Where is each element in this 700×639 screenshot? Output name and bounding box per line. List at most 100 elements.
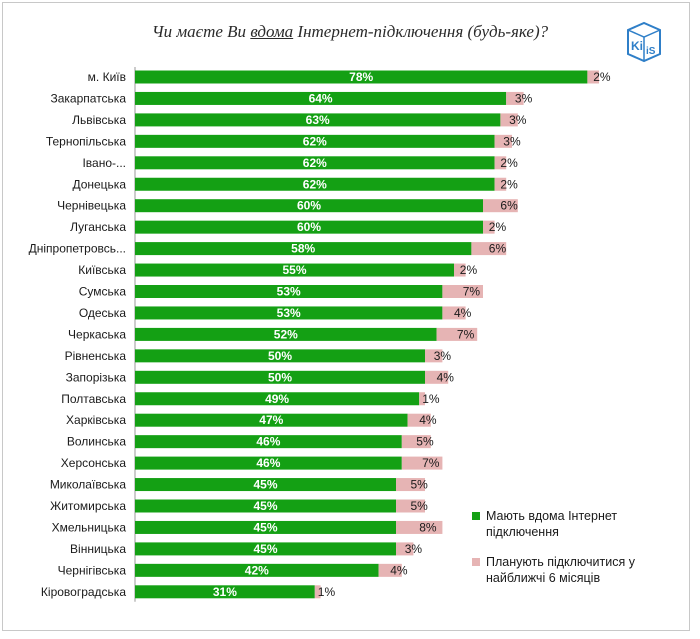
data-label-plan-to-connect: 5% xyxy=(411,499,429,513)
legend-swatch-green xyxy=(472,512,480,520)
data-label-plan-to-connect: 4% xyxy=(390,563,408,577)
bar-has-internet xyxy=(135,177,495,191)
data-label-plan-to-connect: 6% xyxy=(500,199,518,213)
bar-has-internet xyxy=(135,499,396,513)
data-label-plan-to-connect: 3% xyxy=(515,91,533,105)
data-label-plan-to-connect: 3% xyxy=(405,542,423,556)
category-label: Полтавська xyxy=(61,392,126,406)
data-label-plan-to-connect: 2% xyxy=(593,70,611,84)
bar-has-internet xyxy=(135,349,425,363)
category-label: Донецька xyxy=(72,177,126,191)
bar-plan-to-connect xyxy=(471,242,507,256)
bar-has-internet xyxy=(135,520,396,534)
data-label-plan-to-connect: 1% xyxy=(318,585,336,599)
bar-has-internet xyxy=(135,456,402,470)
bar-has-internet xyxy=(135,285,443,298)
bar-has-internet xyxy=(135,156,495,170)
category-label: Харківська xyxy=(66,413,126,427)
data-label-plan-to-connect: 8% xyxy=(419,520,437,534)
bar-plan-to-connect xyxy=(506,91,524,105)
data-label-plan-to-connect: 6% xyxy=(489,242,507,256)
data-label-has-internet: 42% xyxy=(245,563,269,577)
category-label: м. Київ xyxy=(88,70,126,84)
category-label: Херсонська xyxy=(61,456,127,470)
kiis-logo: Ki iS xyxy=(627,21,661,63)
category-label: Сумська xyxy=(79,285,127,299)
bar-has-internet xyxy=(135,478,396,492)
bar-has-internet xyxy=(135,435,402,449)
category-label: Київська xyxy=(78,263,126,277)
category-label: Чернівецька xyxy=(57,199,126,213)
bar-plan-to-connect xyxy=(454,263,466,277)
data-label-plan-to-connect: 2% xyxy=(500,177,518,191)
data-label-has-internet: 50% xyxy=(268,349,292,363)
title-part-1: Чи маєте Ви xyxy=(151,22,251,41)
data-label-has-internet: 62% xyxy=(303,156,327,170)
chart-title: Чи маєте Ви вдома Інтернет-підключення (… xyxy=(0,22,700,42)
data-label-has-internet: 46% xyxy=(256,435,280,449)
data-label-plan-to-connect: 7% xyxy=(463,285,481,299)
category-label: Житомирська xyxy=(50,499,126,513)
data-label-has-internet: 31% xyxy=(213,585,237,599)
data-label-has-internet: 45% xyxy=(253,520,277,534)
data-label-has-internet: 45% xyxy=(253,499,277,513)
chart-legend: Мають вдома Інтернет підключення Плануют… xyxy=(472,508,672,600)
data-label-plan-to-connect: 7% xyxy=(457,327,475,341)
bar-has-internet xyxy=(135,306,443,320)
legend-label-has-internet: Мають вдома Інтернет підключення xyxy=(486,509,618,539)
bar-plan-to-connect xyxy=(494,134,512,148)
bar-has-internet xyxy=(135,327,437,341)
data-label-plan-to-connect: 3% xyxy=(509,113,527,127)
bar-plan-to-connect xyxy=(401,435,431,449)
title-underlined-word: вдома xyxy=(250,22,294,41)
bar-plan-to-connect xyxy=(483,199,518,213)
legend-item-has-internet: Мають вдома Інтернет підключення xyxy=(472,508,672,540)
bar-plan-to-connect xyxy=(378,563,402,577)
bar-plan-to-connect xyxy=(396,478,425,492)
bar-plan-to-connect xyxy=(442,285,483,298)
svg-text:iS: iS xyxy=(646,46,656,57)
data-label-plan-to-connect: 1% xyxy=(422,392,440,406)
data-label-has-internet: 53% xyxy=(277,306,301,320)
bar-plan-to-connect xyxy=(419,392,425,406)
category-label: Тернопільська xyxy=(46,134,126,148)
legend-swatch-pink xyxy=(472,558,480,566)
data-label-has-internet: 78% xyxy=(349,70,373,84)
bar-has-internet xyxy=(135,220,483,234)
legend-item-plan-to-connect: Планують підключитися у найближчі 6 міся… xyxy=(472,554,672,586)
bar-plan-to-connect xyxy=(396,542,414,556)
bar-has-internet xyxy=(135,134,495,148)
category-label: Луганська xyxy=(70,220,126,234)
bar-has-internet xyxy=(135,263,454,277)
bar-has-internet xyxy=(135,370,425,384)
data-label-has-internet: 62% xyxy=(303,134,327,148)
data-label-has-internet: 55% xyxy=(282,263,306,277)
bar-has-internet xyxy=(135,542,396,556)
data-label-has-internet: 60% xyxy=(297,199,321,213)
category-label: Хмельницька xyxy=(52,520,127,534)
data-label-has-internet: 60% xyxy=(297,220,321,234)
category-label: Львівська xyxy=(72,113,126,127)
category-label: Миколаївська xyxy=(50,478,127,492)
data-label-has-internet: 63% xyxy=(306,113,330,127)
data-label-plan-to-connect: 5% xyxy=(416,435,434,449)
data-label-plan-to-connect: 3% xyxy=(434,349,452,363)
bar-plan-to-connect xyxy=(396,520,443,534)
category-label: Одеська xyxy=(79,306,127,320)
data-label-has-internet: 53% xyxy=(277,285,301,299)
category-label: Запорізька xyxy=(66,370,127,384)
category-label: Кіровоградська xyxy=(41,585,126,599)
category-label: Вінницька xyxy=(70,542,126,556)
data-label-plan-to-connect: 4% xyxy=(454,306,472,320)
data-label-plan-to-connect: 3% xyxy=(503,134,521,148)
bar-plan-to-connect xyxy=(401,456,443,470)
bar-has-internet xyxy=(135,413,408,427)
svg-text:Ki: Ki xyxy=(631,39,643,53)
bar-plan-to-connect xyxy=(425,370,449,384)
category-label: Івано-... xyxy=(82,156,126,170)
title-part-2: Інтернет-підключення (будь-яке)? xyxy=(293,22,549,41)
category-label: Дніпропетровсь... xyxy=(29,242,126,256)
bar-plan-to-connect xyxy=(442,306,466,320)
category-label: Чернігівська xyxy=(58,563,127,577)
